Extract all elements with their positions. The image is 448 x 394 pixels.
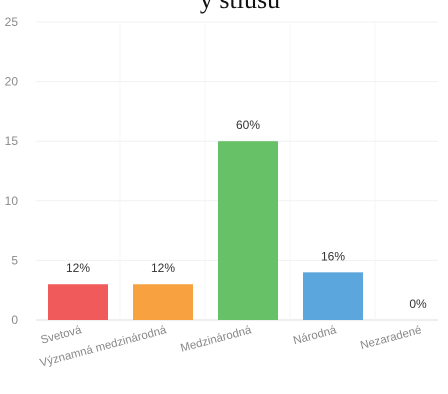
y-tick-label: 15	[5, 134, 19, 148]
data-label: 16%	[321, 249, 345, 263]
y-tick-label: 10	[5, 194, 19, 208]
data-label: 12%	[151, 261, 175, 275]
data-labels: 12% 12% 60% 16% 0%	[66, 118, 427, 311]
y-tick-label: 0	[11, 313, 18, 327]
x-tick-label: Svetová	[40, 324, 84, 347]
bar	[133, 284, 193, 320]
y-tick-label: 5	[11, 253, 18, 267]
x-tick-label: Medzinárodná	[179, 324, 253, 355]
data-label: 0%	[409, 297, 427, 311]
y-tick-label: 20	[5, 75, 19, 89]
y-tick-label: 25	[5, 15, 19, 29]
x-tick-label: Nezaradené	[359, 324, 423, 352]
x-tick-label: Národná	[292, 324, 338, 347]
page-title: y stiusu	[60, 0, 420, 14]
data-label: 12%	[66, 261, 90, 275]
bar	[303, 272, 363, 320]
bar	[48, 284, 108, 320]
bar	[218, 141, 278, 320]
bars	[48, 141, 363, 320]
y-axis: 0 5 10 15 20 25	[5, 15, 19, 327]
data-label: 60%	[236, 118, 260, 132]
